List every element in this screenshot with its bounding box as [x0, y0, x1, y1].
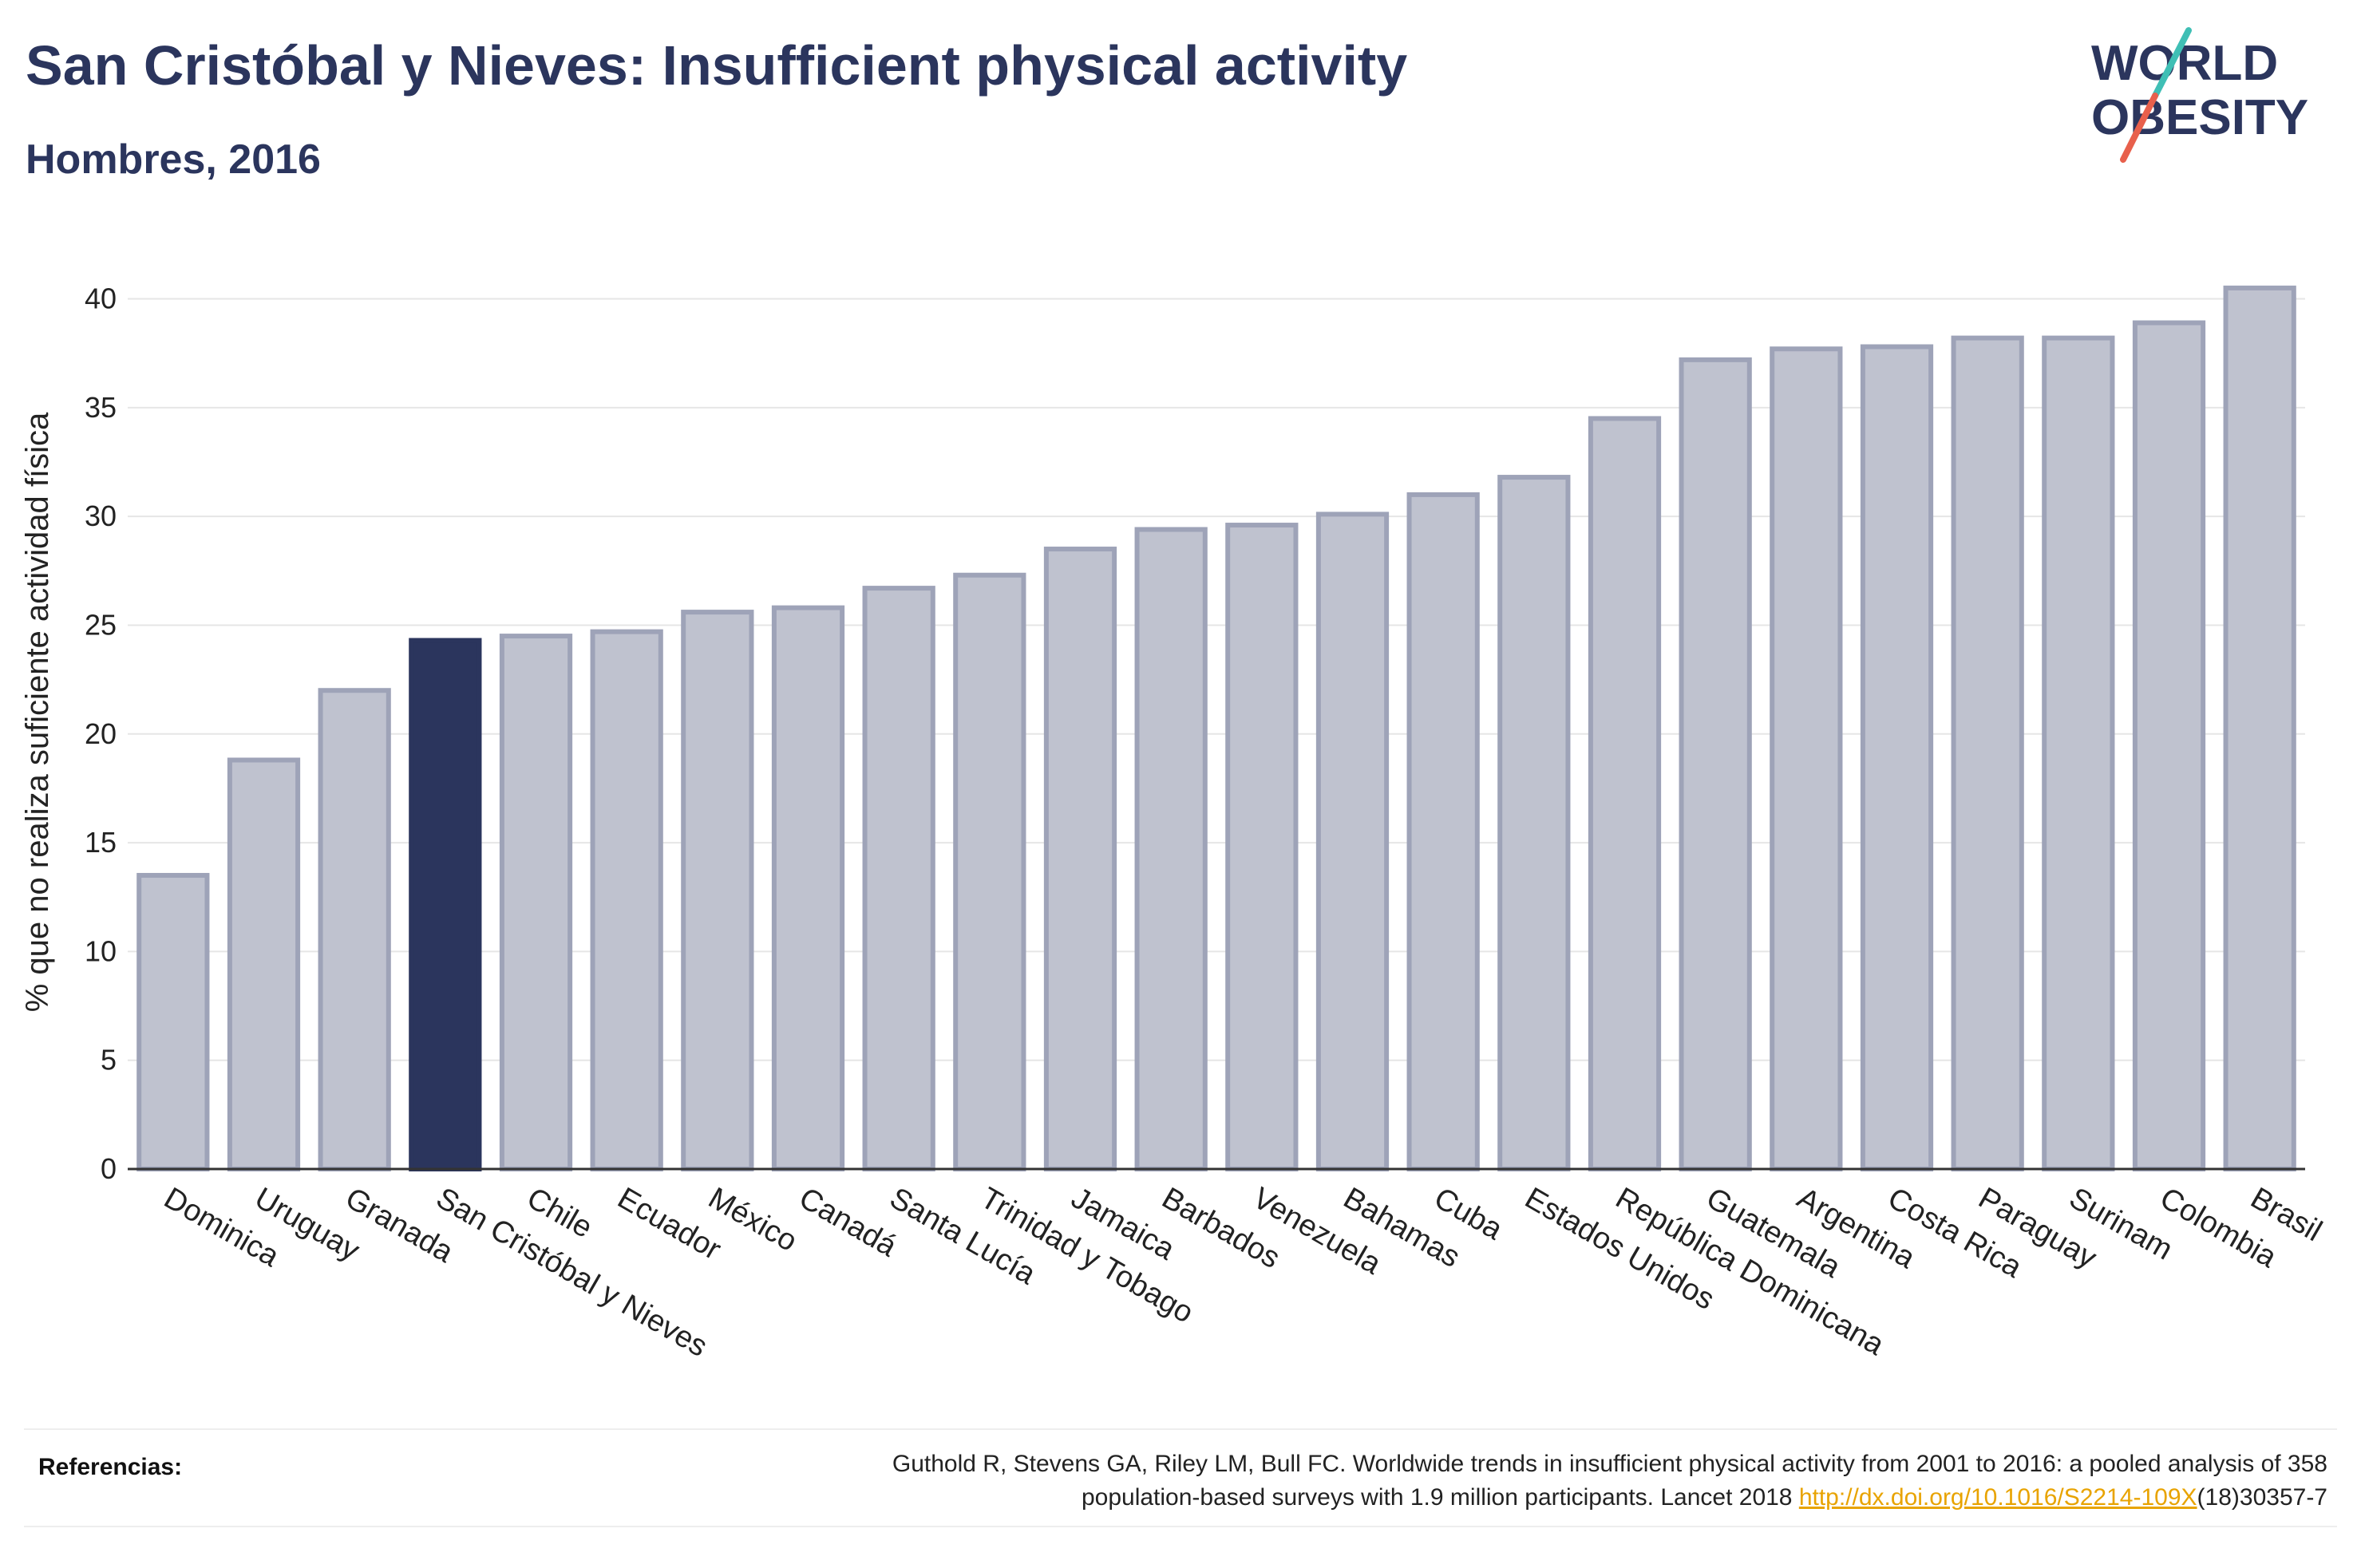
y-tick-label: 5	[101, 1044, 117, 1076]
bar[interactable]	[227, 757, 301, 1171]
logo-slash-bottom	[2120, 93, 2158, 163]
bars	[136, 285, 2296, 1172]
x-tick-label: Canadá	[793, 1181, 903, 1263]
bar[interactable]	[2223, 285, 2296, 1172]
bar[interactable]	[1951, 335, 2024, 1172]
bar[interactable]	[1860, 344, 1934, 1171]
logo-line-2: OBESITY	[2091, 90, 2308, 145]
bar[interactable]	[1770, 346, 1843, 1171]
bar[interactable]	[1588, 416, 1662, 1171]
bar[interactable]	[2042, 335, 2115, 1172]
bar[interactable]	[953, 572, 1026, 1171]
y-tick-label: 30	[85, 500, 117, 532]
y-tick-label: 10	[85, 934, 117, 967]
citation-line-1: Guthold R, Stevens GA, Riley LM, Bull FC…	[892, 1451, 2327, 1477]
references-footer: Referencias: Guthold R, Stevens GA, Rile…	[24, 1428, 2337, 1527]
references-label: Referencias:	[38, 1454, 183, 1480]
y-tick-label: 40	[85, 282, 117, 315]
y-tick-label: 25	[85, 608, 117, 641]
y-axis-label: % que no realiza suficiente actividad fí…	[20, 412, 55, 1012]
citation-line-2: population-based surveys with 1.9 millio…	[1081, 1484, 1799, 1511]
logo-slash-top	[2152, 27, 2192, 99]
y-tick-label: 20	[85, 717, 117, 750]
bar[interactable]	[409, 638, 482, 1171]
page-title: San Cristóbal y Nieves: Insufficient phy…	[26, 34, 1408, 97]
bar-chart: 0 5 10 15 20 25 30 35 40 DominicaUruguayGranadaS…	[20, 282, 2327, 1364]
bar[interactable]	[681, 610, 754, 1171]
bar[interactable]	[1134, 527, 1208, 1171]
references-citation: Guthold R, Stevens GA, Riley LM, Bull FC…	[571, 1448, 2327, 1515]
bar[interactable]	[771, 605, 845, 1171]
bar[interactable]	[1679, 357, 1752, 1172]
bar[interactable]	[590, 629, 663, 1171]
y-tick-label: 35	[85, 391, 117, 424]
bar[interactable]	[136, 872, 210, 1171]
y-axis-ticks: 0 5 10 15 20 25 30 35 40	[85, 282, 117, 1185]
bar[interactable]	[1406, 492, 1480, 1171]
bar[interactable]	[1315, 511, 1390, 1171]
bar[interactable]	[1497, 475, 1571, 1171]
bar[interactable]	[318, 688, 391, 1171]
world-obesity-logo-graphic: WORLD OBESITY	[2091, 27, 2308, 163]
bar[interactable]	[1225, 523, 1299, 1171]
bar[interactable]	[1043, 547, 1117, 1171]
page-subtitle: Hombres, 2016	[26, 136, 321, 183]
bar[interactable]	[862, 586, 935, 1171]
world-obesity-logo[interactable]: WORLD OBESITY	[2075, 24, 2347, 168]
bar[interactable]	[2132, 320, 2206, 1171]
y-tick-label: 0	[101, 1152, 117, 1185]
bar[interactable]	[499, 634, 573, 1171]
y-tick-label: 15	[85, 826, 117, 859]
citation-doi-link[interactable]: http://dx.doi.org/10.1016/S2214-109X	[1798, 1484, 2197, 1511]
logo-line-1: WORLD	[2091, 36, 2278, 91]
x-tick-label: Ecuador	[612, 1181, 727, 1266]
citation-line-2-end: (18)30357-7	[2197, 1484, 2327, 1511]
